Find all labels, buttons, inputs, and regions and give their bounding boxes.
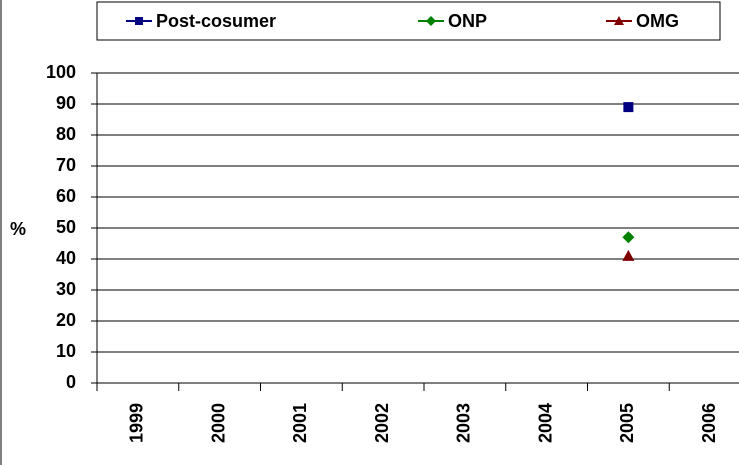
y-tick-label: 90: [56, 93, 76, 113]
legend-label: OMG: [636, 11, 679, 31]
y-tick-label: 30: [56, 279, 76, 299]
y-tick-label: 20: [56, 310, 76, 330]
x-tick-label: 2001: [290, 403, 310, 443]
y-tick-label: 80: [56, 124, 76, 144]
y-tick-label: 0: [66, 372, 76, 392]
y-tick-label: 100: [46, 62, 76, 82]
y-axis-label: %: [10, 219, 26, 239]
x-tick-label: 2006: [699, 403, 719, 443]
x-tick-label: 2002: [372, 403, 392, 443]
legend-label: Post-cosumer: [156, 11, 276, 31]
x-tick-label: 2004: [535, 403, 555, 443]
x-tick-label: 2000: [208, 403, 228, 443]
x-tick-label: 1999: [127, 403, 147, 443]
y-tick-label: 40: [56, 248, 76, 268]
y-tick-label: 60: [56, 186, 76, 206]
marker: [135, 17, 143, 25]
marker: [622, 231, 635, 244]
x-tick-label: 2005: [617, 403, 637, 443]
marker: [426, 16, 436, 26]
marker: [622, 249, 635, 261]
marker: [623, 102, 634, 113]
marker: [614, 16, 624, 25]
y-tick-label: 70: [56, 155, 76, 175]
y-tick-label: 50: [56, 217, 76, 237]
legend-label: ONP: [448, 11, 487, 31]
y-tick-label: 10: [56, 341, 76, 361]
x-tick-label: 2003: [454, 403, 474, 443]
